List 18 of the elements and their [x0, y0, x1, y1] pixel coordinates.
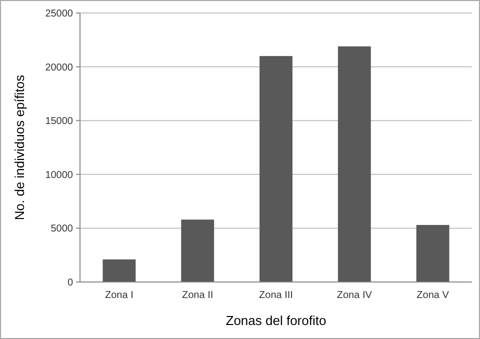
- y-tick-label: 25000: [45, 8, 74, 20]
- y-tick-label: 10000: [45, 170, 74, 181]
- x-tick-label: Zona IV: [336, 290, 372, 301]
- bar: [102, 259, 136, 282]
- bar: [338, 46, 371, 282]
- x-tick-label: Zona II: [182, 290, 214, 301]
- x-tick-label: Zona I: [105, 290, 134, 301]
- x-tick-label: Zona III: [259, 290, 293, 301]
- bar: [260, 56, 292, 282]
- bar: [181, 220, 214, 282]
- bar: [416, 224, 450, 282]
- y-tick-label: 15000: [45, 116, 74, 128]
- y-tick-label: 5000: [50, 224, 74, 235]
- y-tick-label: 20000: [45, 62, 74, 74]
- y-tick-label: 0: [67, 278, 74, 288]
- y-axis-title: No. de individuos epífitos: [12, 74, 27, 220]
- x-axis-title: Zonas del forofito: [226, 313, 326, 328]
- x-tick-label: Zona V: [416, 290, 450, 301]
